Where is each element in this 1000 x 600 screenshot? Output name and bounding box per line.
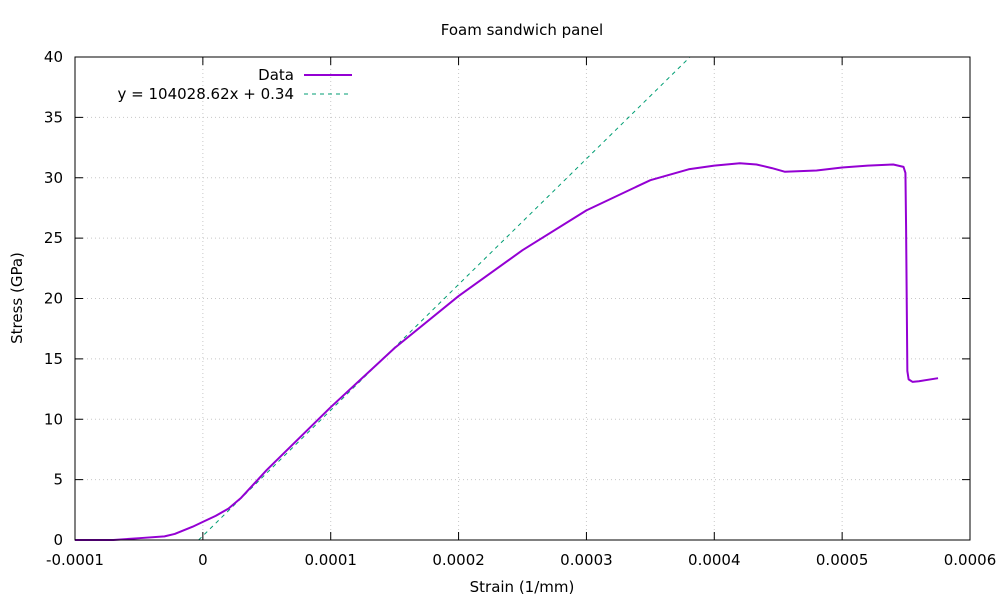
series-line-data (75, 162, 939, 541)
y-tick-label: 5 (53, 471, 63, 489)
x-tick-label: 0.0006 (944, 551, 997, 569)
grid-lines (75, 57, 970, 540)
y-tick-label: 35 (44, 108, 63, 126)
y-tick-label: 10 (44, 410, 63, 428)
x-tick-label: 0.0005 (816, 551, 869, 569)
y-tick-label: 20 (44, 290, 63, 308)
plot-frame (74, 56, 971, 541)
y-tick-label: 30 (44, 169, 63, 187)
y-axis-label: Stress (GPa) (8, 252, 26, 344)
x-tick-label: 0 (198, 551, 208, 569)
legend-label-fit: y = 104028.62x + 0.34 (118, 85, 294, 103)
legend-label-data: Data (258, 66, 294, 84)
x-axis-label: Strain (1/mm) (470, 578, 575, 596)
series-line-fit (198, 56, 691, 541)
chart-title: Foam sandwich panel (441, 21, 603, 39)
x-tick-label: 0.0001 (304, 551, 357, 569)
x-tick-label: 0.0003 (560, 551, 613, 569)
x-tick-label: 0.0004 (688, 551, 741, 569)
legend: Data y = 104028.62x + 0.34 (118, 66, 352, 103)
y-tick-label: 25 (44, 229, 63, 247)
x-tick-label: -0.0001 (46, 551, 104, 569)
x-tick-label: 0.0002 (432, 551, 485, 569)
plot-series (75, 56, 939, 541)
y-tick-label: 40 (44, 48, 63, 66)
tick-labels: -0.0001 0 0.0001 0.0002 0.0003 0.0004 0.0005 0.… (44, 48, 996, 569)
y-tick-label: 0 (53, 531, 63, 549)
y-tick-label: 15 (44, 350, 63, 368)
